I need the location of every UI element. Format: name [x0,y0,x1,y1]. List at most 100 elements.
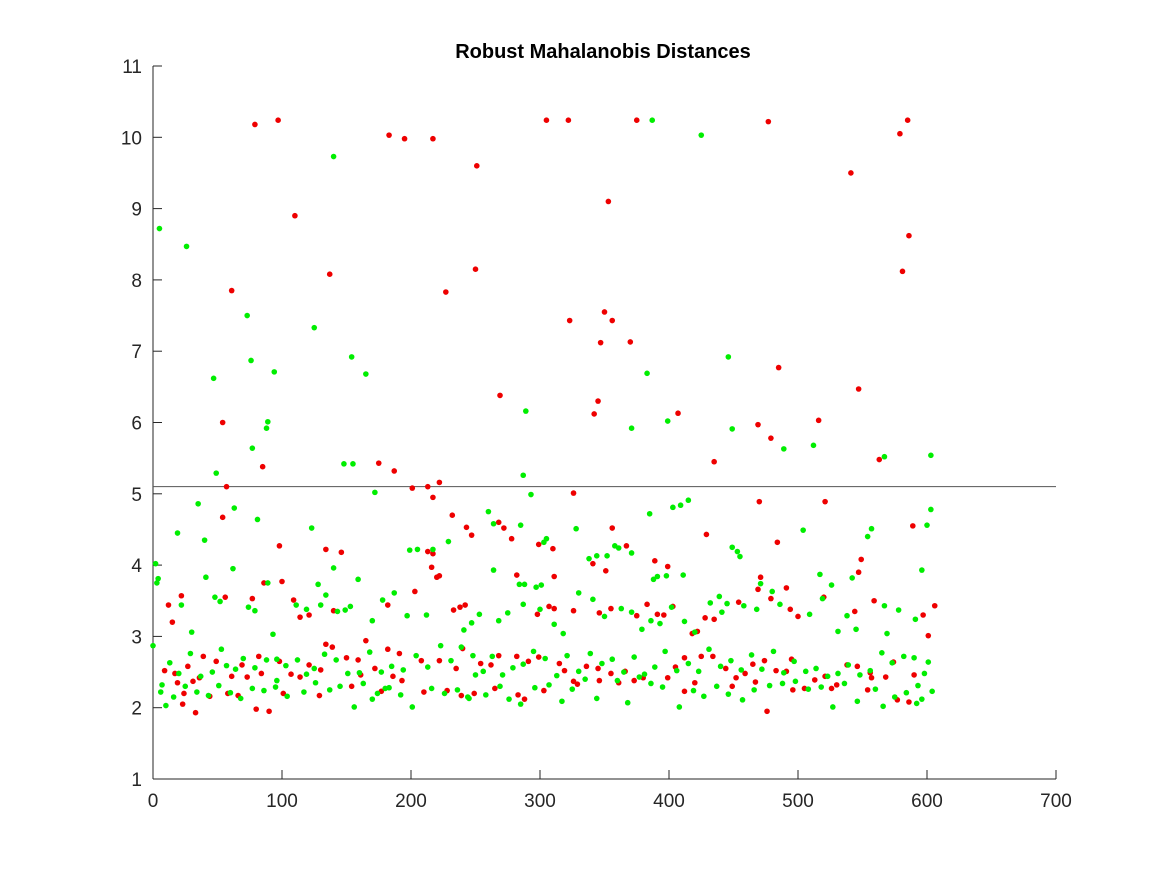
data-point [430,546,436,553]
data-point [369,696,376,702]
data-point [605,198,612,205]
data-point [516,581,523,588]
data-point [423,612,430,618]
data-point [681,618,688,625]
y-tick-label: 1 [131,770,142,791]
data-point [520,472,527,479]
data-point [245,604,252,610]
data-point [513,572,520,578]
data-point [463,524,470,531]
data-point [222,594,229,600]
data-point [659,684,666,690]
data-point [707,600,714,606]
data-point [209,669,216,675]
data-point [790,687,796,693]
data-point [711,458,717,465]
data-point [270,631,276,638]
data-point [570,490,577,496]
data-point [692,629,698,635]
data-point [517,522,524,528]
data-point [390,673,396,680]
data-point [811,677,818,683]
data-point [702,615,708,621]
data-point [317,667,324,673]
data-point [728,657,734,664]
y-tick-label: 8 [131,271,142,292]
data-point [824,673,831,680]
data-point [673,667,680,674]
data-point [397,692,404,698]
data-point [170,694,177,700]
data-point [817,571,823,578]
data-point [855,386,862,392]
data-point [725,354,732,360]
data-point [899,268,906,275]
data-point [609,317,616,324]
data-point [864,687,871,693]
data-point [676,704,683,710]
data-point [263,657,270,663]
data-point [535,654,542,660]
data-point [363,371,369,377]
axes [152,65,1057,780]
data-point [692,679,698,686]
data-point [854,663,861,670]
data-point [212,594,218,600]
data-point [166,659,173,666]
data-point [504,610,511,616]
data-point [582,676,588,682]
data-point [661,612,667,618]
data-point [528,491,534,498]
data-point [428,685,435,692]
data-point [854,698,861,705]
data-point [338,549,345,556]
data-point [476,611,483,618]
data-point [457,604,463,610]
data-point [252,607,258,614]
data-point [813,665,819,672]
data-point [835,628,841,635]
data-point [931,602,938,609]
data-point [876,456,883,463]
data-point [628,550,635,556]
data-point [546,603,552,610]
data-point [424,548,431,555]
data-point [695,668,702,675]
data-point [219,419,226,426]
data-point [806,611,813,618]
x-tick-label: 500 [782,791,814,812]
data-point [810,442,817,449]
data-point [845,662,852,668]
data-point [343,654,350,661]
data-point [283,662,289,669]
data-point [174,530,181,536]
data-point [690,687,697,694]
data-point [681,688,688,695]
data-point [489,653,496,660]
data-point [551,605,557,612]
data-point [871,597,877,604]
data-point [573,525,579,532]
data-point [265,418,271,425]
data-point [646,510,653,517]
data-point [925,659,932,665]
data-point [155,575,161,582]
data-point [713,683,720,690]
data-point [293,602,299,608]
data-point [445,538,452,545]
data-point [601,309,608,315]
data-point [641,671,648,677]
data-point [520,601,527,608]
data-point [156,225,163,232]
data-point [355,576,361,583]
data-point [753,606,760,613]
data-point [464,694,471,700]
data-point [761,657,768,664]
data-point [499,672,506,678]
data-point [561,667,568,674]
data-point [906,699,912,705]
data-point [521,581,528,588]
data-point [165,602,172,608]
data-point [546,682,552,688]
